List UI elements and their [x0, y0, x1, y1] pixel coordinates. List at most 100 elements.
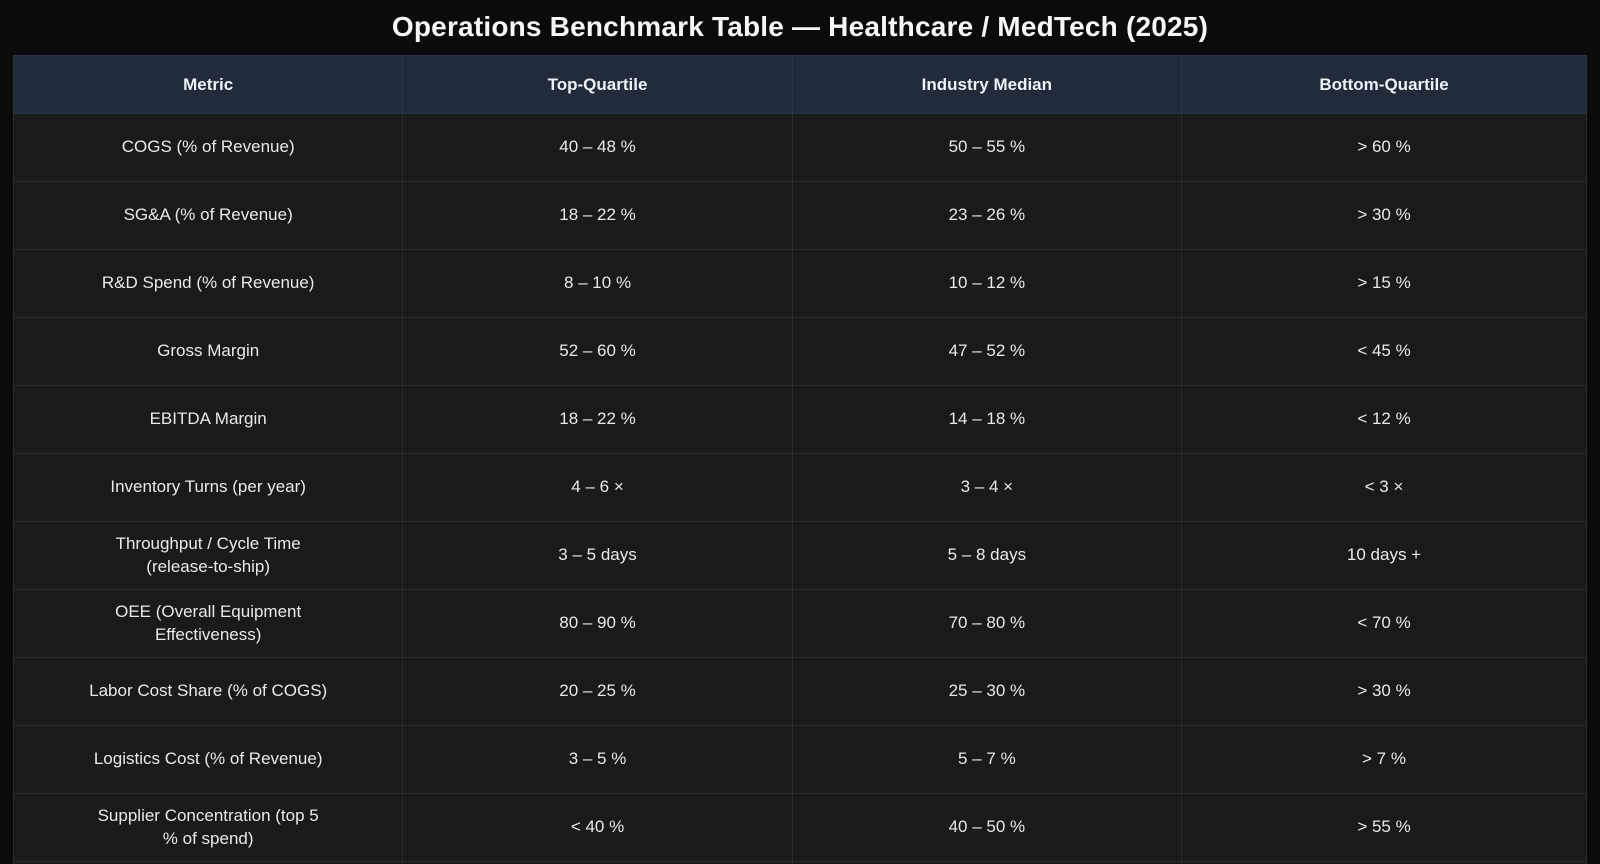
value-cell: > 15 %: [1181, 249, 1587, 318]
column-header-metric: Metric: [12, 55, 404, 114]
value-label: 23 – 26 %: [948, 205, 1026, 225]
value-label: 47 – 52 %: [948, 341, 1026, 361]
table-row: SG&A (% of Revenue) 18 – 22 % 23 – 26 % > 3…: [12, 181, 1587, 250]
metric-label: Supplier Concentration (top 5 % of spend…: [97, 805, 319, 848]
value-cell: > 60 %: [1181, 113, 1587, 182]
value-cell: 80 – 90 %: [402, 589, 793, 658]
header-row: Metric Top-Quartile Industry Median Bott…: [12, 55, 1587, 114]
value-cell: 70 – 80 %: [791, 589, 1183, 658]
value-cell: 25 – 30 %: [791, 657, 1183, 726]
metric-cell: Logistics Cost (% of Revenue): [12, 725, 404, 794]
value-cell: > 30 %: [1181, 181, 1587, 250]
value-label: 10 – 12 %: [948, 273, 1026, 293]
metric-cell: Throughput / Cycle Time (release-to-ship…: [12, 521, 404, 590]
column-header-industry-median: Industry Median: [791, 55, 1183, 114]
value-label: 18 – 22 %: [559, 205, 636, 225]
column-header-bottom-quartile: Bottom-Quartile: [1181, 55, 1587, 114]
metric-cell: R&D Spend (% of Revenue): [12, 249, 404, 318]
value-label: 3 – 4 ×: [960, 477, 1014, 497]
benchmark-table-container: Metric Top-Quartile Industry Median Bott…: [12, 55, 1587, 864]
value-label: 10 days +: [1346, 545, 1422, 565]
column-header-top-quartile: Top-Quartile: [402, 55, 793, 114]
metric-label: Inventory Turns (per year): [110, 477, 306, 497]
benchmark-table: Metric Top-Quartile Industry Median Bott…: [12, 55, 1587, 864]
table-row: Automation Rate (% of production steps)>…: [12, 861, 1587, 864]
value-label: 5 – 7 %: [958, 749, 1016, 769]
value-cell: 52 – 60 %: [402, 317, 793, 386]
value-cell: 10 – 12 %: [791, 249, 1183, 318]
table-row: Logistics Cost (% of Revenue) 3 – 5 % 5 – …: [12, 725, 1587, 794]
value-cell: < 40 %: [402, 793, 793, 862]
metric-cell: Supplier Concentration (top 5 % of spend…: [12, 793, 404, 862]
value-cell: 14 – 18 %: [791, 385, 1183, 454]
value-label: 14 – 18 %: [948, 409, 1026, 429]
value-label: > 55 %: [1357, 817, 1411, 837]
value-label: > 60 %: [1357, 137, 1411, 157]
value-cell: < 45 %: [1181, 317, 1587, 386]
table-body: COGS (% of Revenue) 40 – 48 % 50 – 55 % > 6…: [12, 113, 1587, 864]
value-cell: 5 – 8 days: [791, 521, 1183, 590]
page-title: Operations Benchmark Table — Healthcare …: [391, 11, 1209, 42]
value-cell: > 7 %: [1181, 725, 1587, 794]
table-row: Supplier Concentration (top 5 % of spend…: [12, 793, 1587, 862]
value-label: 3 – 5 %: [568, 749, 627, 769]
value-cell: < 12 %: [1181, 385, 1587, 454]
value-label: 80 – 90 %: [559, 613, 636, 633]
value-label: 52 – 60 %: [559, 341, 636, 361]
value-cell: > 30 %: [1181, 657, 1587, 726]
metric-cell: OEE (Overall Equipment Effectiveness): [12, 589, 404, 658]
value-label: > 30 %: [1357, 205, 1411, 225]
table-row: Gross Margin 52 – 60 % 47 – 52 % < 45 %: [12, 317, 1587, 386]
metric-label: EBITDA Margin: [149, 409, 267, 429]
metric-label: Throughput / Cycle Time (release-to-ship…: [115, 533, 301, 576]
metric-cell: Inventory Turns (per year): [12, 453, 404, 522]
value-cell: 4 – 6 ×: [402, 453, 793, 522]
value-label: > 15 %: [1357, 273, 1411, 293]
metric-label: OEE (Overall Equipment Effectiveness): [115, 601, 302, 644]
value-cell: 45 – 55 %: [791, 861, 1183, 864]
value-cell: 23 – 26 %: [791, 181, 1183, 250]
value-cell: < 40 %: [1181, 861, 1587, 864]
value-cell: 47 – 52 %: [791, 317, 1183, 386]
table-header: Metric Top-Quartile Industry Median Bott…: [12, 55, 1587, 114]
value-cell: < 3 ×: [1181, 453, 1587, 522]
value-label: 4 – 6 ×: [571, 477, 624, 497]
value-cell: 20 – 25 %: [402, 657, 793, 726]
metric-cell: EBITDA Margin: [12, 385, 404, 454]
value-cell: 3 – 5 %: [402, 725, 793, 794]
value-label: 40 – 48 %: [559, 137, 636, 157]
value-cell: 40 – 48 %: [402, 113, 793, 182]
value-cell: 5 – 7 %: [791, 725, 1183, 794]
value-label: 25 – 30 %: [948, 681, 1026, 701]
value-cell: 40 – 50 %: [791, 793, 1183, 862]
table-row: COGS (% of Revenue) 40 – 48 % 50 – 55 % > 6…: [12, 113, 1587, 182]
metric-label: Gross Margin: [157, 341, 260, 361]
value-label: 40 – 50 %: [948, 817, 1026, 837]
value-label: > 7 %: [1362, 749, 1406, 769]
metric-cell: Labor Cost Share (% of COGS): [12, 657, 404, 726]
metric-label: Labor Cost Share (% of COGS): [89, 681, 328, 701]
metric-cell: SG&A (% of Revenue): [12, 181, 404, 250]
metric-label: R&D Spend (% of Revenue): [101, 273, 315, 293]
value-label: 70 – 80 %: [948, 613, 1026, 633]
value-label: < 45 %: [1357, 341, 1411, 361]
value-label: 5 – 8 days: [947, 545, 1027, 565]
value-label: 20 – 25 %: [559, 681, 636, 701]
metric-cell: COGS (% of Revenue): [12, 113, 404, 182]
value-label: 8 – 10 %: [563, 273, 632, 293]
table-row: Throughput / Cycle Time (release-to-ship…: [12, 521, 1587, 590]
metric-label: SG&A (% of Revenue): [123, 205, 293, 225]
value-cell: < 70 %: [1181, 589, 1587, 658]
value-cell: 3 – 5 days: [402, 521, 793, 590]
value-cell: 50 – 55 %: [791, 113, 1183, 182]
value-cell: 8 – 10 %: [402, 249, 793, 318]
value-cell: 18 – 22 %: [402, 181, 793, 250]
table-row: OEE (Overall Equipment Effectiveness) 80 …: [12, 589, 1587, 658]
value-label: < 12 %: [1357, 409, 1411, 429]
value-label: 18 – 22 %: [559, 409, 636, 429]
metric-label: Logistics Cost (% of Revenue): [93, 749, 323, 769]
value-label: 3 – 5 days: [558, 545, 637, 565]
value-label: < 40 %: [570, 817, 625, 837]
metric-cell: Gross Margin: [12, 317, 404, 386]
